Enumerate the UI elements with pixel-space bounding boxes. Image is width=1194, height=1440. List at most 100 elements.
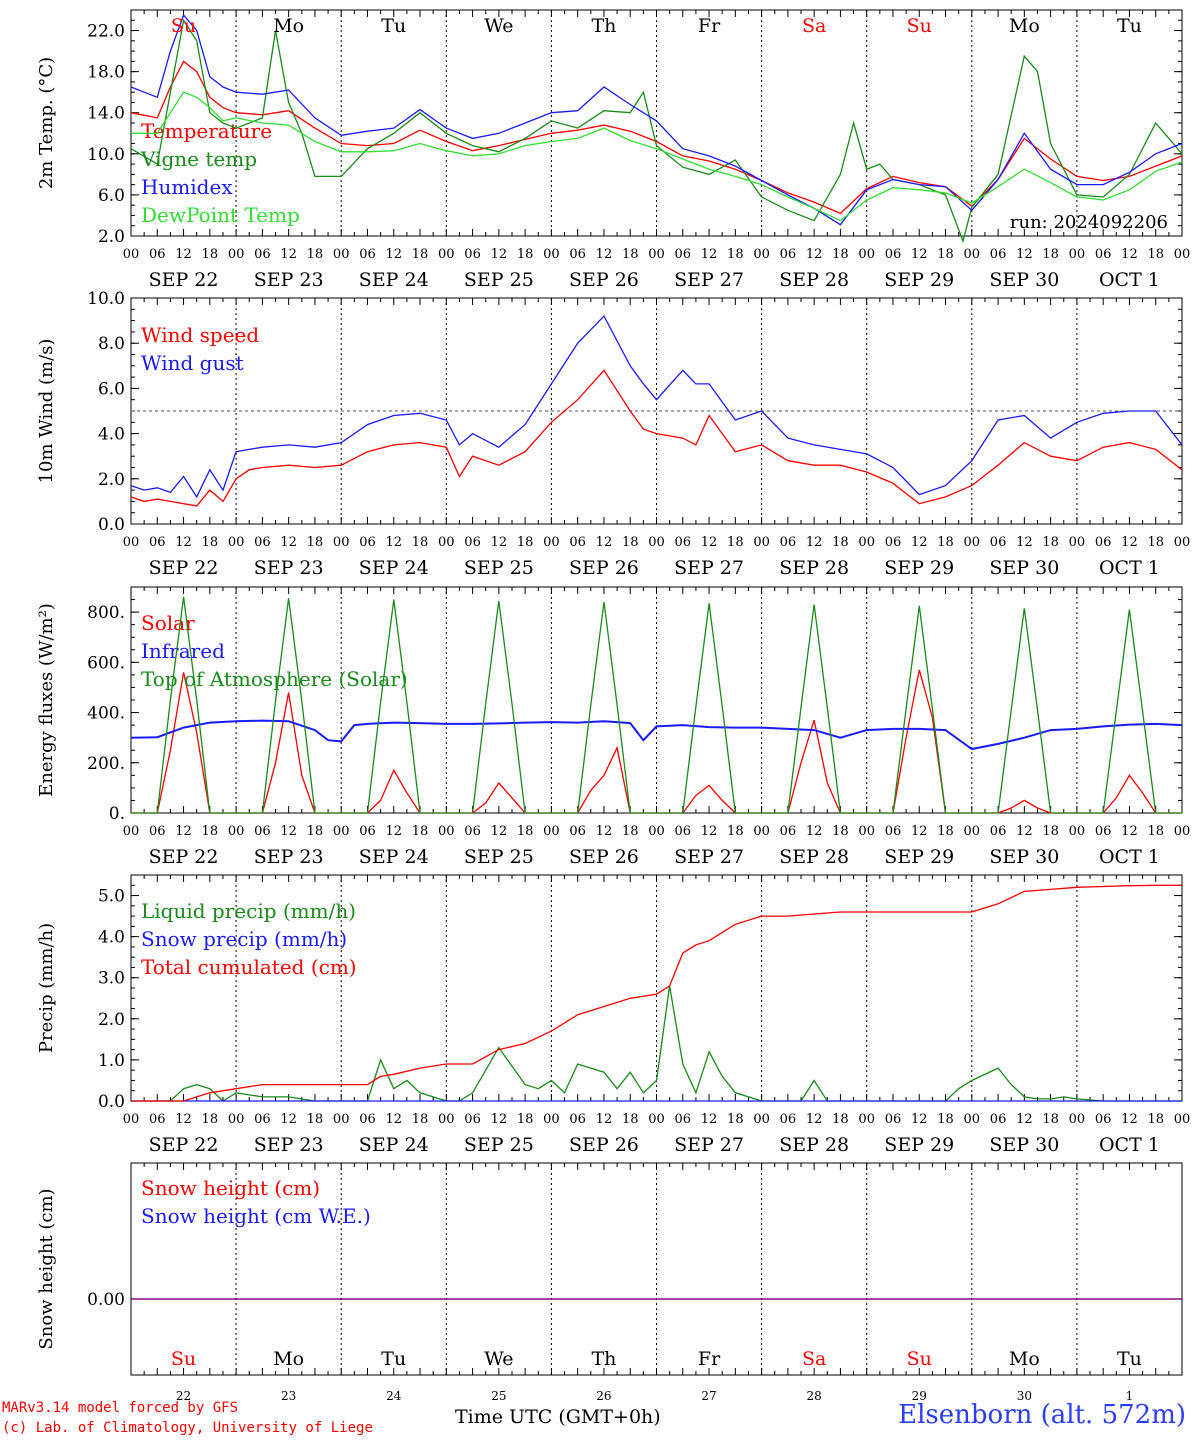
panel-4: 0.0 1.0 2.0 3.0 4.0 5.0 Precip (mm/h) Liquid pr… bbox=[36, 874, 1190, 1156]
hour-tick-label: 12 bbox=[280, 824, 297, 839]
date-label: OCT 1 bbox=[1099, 1134, 1160, 1156]
hour-tick-label: 12 bbox=[385, 247, 402, 262]
hour-tick-label: 12 bbox=[385, 535, 402, 550]
hour-tick-label: 12 bbox=[701, 824, 718, 839]
station-name: Elsenborn (alt. 572m) bbox=[898, 1400, 1186, 1430]
hour-tick-label: 18 bbox=[307, 247, 324, 262]
date-label: SEP 22 bbox=[149, 1134, 219, 1156]
date-label: SEP 30 bbox=[989, 846, 1059, 868]
hour-tick-label: 12 bbox=[701, 535, 718, 550]
y-tick-label: 2.0 bbox=[98, 470, 125, 490]
hour-tick-label: 18 bbox=[1042, 824, 1059, 839]
date-label: SEP 22 bbox=[149, 846, 219, 868]
y-tick-label: 0.0 bbox=[98, 1092, 125, 1112]
hour-tick-label: 12 bbox=[806, 535, 823, 550]
weekday-label: Su bbox=[907, 1348, 932, 1370]
hour-tick-label: 06 bbox=[464, 247, 481, 262]
date-label: SEP 24 bbox=[359, 269, 429, 291]
legend-entry: Wind gust bbox=[141, 351, 244, 375]
hour-tick-label: 06 bbox=[885, 535, 902, 550]
date-label: SEP 27 bbox=[674, 557, 744, 579]
series-line-3 bbox=[131, 596, 1182, 814]
weekday-label: Mo bbox=[1009, 15, 1040, 37]
hour-tick-label: 18 bbox=[412, 1112, 429, 1127]
plot-frame bbox=[130, 586, 1183, 814]
hour-tick-label: 00 bbox=[1069, 247, 1086, 262]
hour-tick-label: 00 bbox=[543, 247, 560, 262]
hour-tick-label: 18 bbox=[622, 247, 639, 262]
hour-tick-label: 00 bbox=[333, 824, 350, 839]
series-line-3 bbox=[131, 884, 1182, 1102]
hour-tick-label: 12 bbox=[596, 1112, 613, 1127]
hour-tick-label: 12 bbox=[596, 824, 613, 839]
y-axis-label: 10m Wind (m/s) bbox=[36, 339, 57, 484]
weekday-label: Sa bbox=[802, 15, 826, 37]
hour-tick-label: 06 bbox=[675, 1112, 692, 1127]
hour-tick-label: 00 bbox=[753, 247, 770, 262]
series-line-2 bbox=[130, 315, 1183, 499]
hour-tick-label: 06 bbox=[780, 1112, 797, 1127]
hour-tick-label: 06 bbox=[359, 247, 376, 262]
date-label: SEP 23 bbox=[254, 557, 324, 579]
y-axis-label: Precip (mm/h) bbox=[36, 923, 57, 1053]
date-label: SEP 28 bbox=[779, 269, 849, 291]
hour-tick-label: 12 bbox=[1121, 1112, 1138, 1127]
hour-tick-label: 12 bbox=[911, 247, 928, 262]
hour-tick-label: 06 bbox=[780, 535, 797, 550]
hour-tick-label: 12 bbox=[280, 535, 297, 550]
hour-tick-label: 18 bbox=[202, 1112, 219, 1127]
hour-tick-label: 06 bbox=[254, 1112, 271, 1127]
hour-tick-label: 06 bbox=[1095, 247, 1112, 262]
hour-tick-label: 00 bbox=[543, 824, 560, 839]
hour-tick-label: 18 bbox=[1147, 535, 1164, 550]
hour-tick-label: 18 bbox=[727, 1112, 744, 1127]
weekday-label: Su bbox=[171, 15, 196, 37]
date-label: SEP 29 bbox=[884, 269, 954, 291]
hour-tick-label: 06 bbox=[675, 824, 692, 839]
weekday-label: Th bbox=[591, 15, 616, 37]
y-axis-label: Energy fluxes (W/m²) bbox=[36, 603, 57, 797]
hour-tick-label: 18 bbox=[307, 824, 324, 839]
weekday-label: Sa bbox=[802, 1348, 826, 1370]
hour-tick-label: 12 bbox=[1016, 535, 1033, 550]
hour-tick-label: 18 bbox=[412, 247, 429, 262]
hour-tick-label: 12 bbox=[175, 824, 192, 839]
day-number-label: 25 bbox=[491, 1389, 506, 1403]
hour-tick-label: 18 bbox=[937, 824, 954, 839]
weekday-label: Su bbox=[907, 15, 932, 37]
hour-tick-label: 18 bbox=[832, 824, 849, 839]
weekday-label: Fr bbox=[698, 15, 721, 37]
hour-tick-label: 00 bbox=[1069, 1112, 1086, 1127]
hour-tick-label: 06 bbox=[359, 824, 376, 839]
y-tick-label: 18.0 bbox=[87, 63, 125, 83]
hour-tick-label: 18 bbox=[202, 824, 219, 839]
hour-tick-label: 18 bbox=[1147, 1112, 1164, 1127]
hour-tick-label: 12 bbox=[1121, 824, 1138, 839]
legend-entry: Wind speed bbox=[141, 323, 259, 347]
hour-tick-label: 06 bbox=[569, 535, 586, 550]
hour-tick-label: 06 bbox=[254, 535, 271, 550]
hour-tick-label: 06 bbox=[675, 535, 692, 550]
hour-tick-label: 00 bbox=[228, 535, 245, 550]
hour-tick-label: 12 bbox=[806, 824, 823, 839]
hour-tick-label: 06 bbox=[990, 247, 1007, 262]
day-number-label: 24 bbox=[386, 1389, 402, 1403]
hour-tick-label: 18 bbox=[727, 535, 744, 550]
legend-entry: Vigne temp bbox=[140, 147, 257, 171]
legend-entry: Temperature bbox=[141, 119, 272, 143]
hour-tick-label: 06 bbox=[569, 1112, 586, 1127]
series-line-1 bbox=[131, 985, 1182, 1102]
day-number-label: 26 bbox=[596, 1389, 611, 1403]
model-credit: MARv3.14 model forced by GFS bbox=[2, 1400, 239, 1416]
hour-tick-label: 06 bbox=[359, 535, 376, 550]
hour-tick-label: 00 bbox=[438, 824, 455, 839]
date-label: OCT 1 bbox=[1099, 846, 1160, 868]
hour-tick-label: 00 bbox=[438, 535, 455, 550]
hour-tick-label: 06 bbox=[990, 535, 1007, 550]
series-line-1 bbox=[131, 669, 1182, 814]
date-label: SEP 30 bbox=[989, 1134, 1059, 1156]
date-label: SEP 23 bbox=[254, 846, 324, 868]
date-label: SEP 30 bbox=[989, 557, 1059, 579]
y-axis-label: Snow height (cm) bbox=[36, 1188, 57, 1349]
hour-tick-label: 06 bbox=[569, 247, 586, 262]
